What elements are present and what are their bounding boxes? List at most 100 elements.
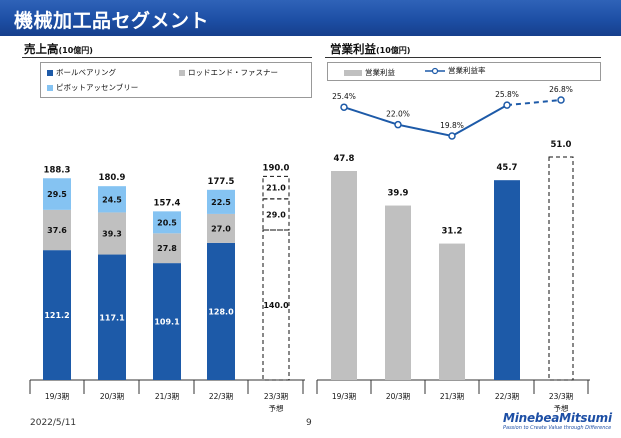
forecast-bar (548, 156, 574, 381)
x-tick-label: 22/3期 (495, 392, 519, 401)
margin-label: 25.8% (495, 90, 519, 99)
legend-swatch (344, 69, 362, 76)
legend-item-margin: 営業利益率 (425, 65, 486, 76)
x-tick-sublabel: 予想 (269, 403, 284, 413)
bar-value-label: 47.8 (334, 154, 355, 164)
bar-segment (98, 186, 126, 213)
profit-bar (439, 243, 465, 380)
x-tick-label: 19/3期 (332, 392, 356, 401)
legend-swatch (179, 69, 185, 76)
bar-total-label: 188.3 (44, 165, 71, 175)
legend-item-rod-end: ロッドエンド・ファスナー (179, 67, 278, 78)
x-tick-sublabel: 予想 (554, 403, 569, 413)
bar-value-label: 29.5 (47, 190, 67, 199)
bar-segment (153, 263, 181, 380)
margin-line (343, 104, 508, 138)
x-tick-label: 23/3期 (264, 392, 288, 401)
page-number: 9 (306, 418, 312, 428)
bar-segment (98, 254, 126, 380)
legend-label: 営業利益 (365, 68, 395, 77)
bar-value-label: 121.2 (44, 311, 69, 320)
x-tick-label: 20/3期 (386, 392, 410, 401)
bar-segment (43, 250, 71, 380)
bar-total-label: 180.9 (99, 173, 126, 183)
margin-label: 19.8% (440, 121, 464, 130)
margin-label: 26.8% (549, 85, 573, 94)
profit-bar (331, 171, 357, 380)
x-tick-label: 22/3期 (209, 392, 233, 401)
bar-value-label: 109.1 (154, 318, 180, 327)
profit-title-underline (325, 57, 601, 58)
legend-label: ロッドエンド・ファスナー (188, 68, 278, 77)
sales-chart: 121.2 37.6 29.5 188.3 19/3期 117.1 39.3 24.5 180.… (29, 163, 305, 413)
margin-point (340, 103, 348, 111)
legend-swatch (47, 69, 53, 76)
bar-total-label: 177.5 (208, 177, 235, 187)
bar-value-label: 24.5 (102, 195, 122, 204)
sales-unit: (10億円) (58, 46, 93, 55)
company-logo: MinebeaMitsumi Passion to Create Value t… (503, 411, 615, 435)
legend-swatch (47, 84, 53, 91)
bar-value-label: 22.5 (211, 198, 231, 207)
legend-label: ピボットアッセンブリー (56, 83, 139, 92)
margin-label: 25.4% (332, 92, 356, 101)
profit-bar (494, 180, 520, 380)
bar-value-label: 20.5 (157, 218, 177, 227)
logo-text: MinebeaMitsumi (503, 411, 612, 425)
profit-title-text: 営業利益 (330, 42, 376, 56)
bar-value-label: 39.3 (102, 229, 122, 238)
profit-unit: (10億円) (376, 46, 411, 55)
bar-value-label: 39.9 (388, 189, 409, 199)
sales-title-underline (22, 57, 312, 58)
x-tick-label: 23/3期 (549, 392, 573, 401)
bar-segment (153, 211, 181, 234)
x-tick-label: 21/3期 (440, 392, 464, 401)
sales-legend: ボールベアリング ロッドエンド・ファスナー ピボットアッセンブリー (40, 62, 312, 98)
margin-label: 22.0% (386, 110, 410, 119)
bar-value-label: 31.2 (442, 227, 463, 237)
margin-point (448, 132, 456, 140)
page-title: 機械加工品セグメント (14, 10, 210, 32)
x-tick-label: 19/3期 (45, 392, 69, 401)
margin-point (557, 96, 565, 104)
logo-tagline: Passion to Create Value through Differen… (503, 425, 612, 431)
forecast-bar-segment (262, 198, 290, 231)
legend-line-marker (425, 67, 445, 74)
bar-segment (207, 242, 235, 380)
margin-point (503, 101, 511, 109)
profit-chart-title: 営業利益(10億円) (330, 41, 410, 57)
legend-item-pivot: ピボットアッセンブリー (47, 82, 138, 93)
bar-value-label: 128.0 (208, 307, 234, 316)
legend-item-ball-bearing: ボールベアリング (47, 67, 116, 78)
header-bar: 機械加工品セグメント (0, 0, 621, 36)
bar-value-label: 27.8 (157, 244, 177, 253)
bar-value-label: 45.7 (497, 163, 518, 173)
bar-total-label: 157.4 (154, 198, 181, 208)
bar-value-label: 21.0 (266, 184, 286, 193)
bar-segment (153, 233, 181, 264)
bar-value-label: 37.6 (47, 226, 67, 235)
margin-point (394, 120, 402, 129)
bar-value-label: 140.0 (263, 301, 289, 310)
sales-chart-title: 売上高(10億円) (24, 41, 93, 57)
profit-chart: 47.8 19/3期 39.9 20/3期 31.2 21/3期 45.7 22/3期 51.0… (316, 85, 590, 413)
footer-date: 2022/5/11 (30, 418, 77, 428)
forecast-bar-segment (262, 175, 290, 200)
bar-value-label: 29.0 (266, 210, 286, 219)
bar-total-label: 190.0 (263, 163, 290, 173)
bar-segment (43, 178, 71, 210)
sales-title-text: 売上高 (24, 42, 59, 56)
legend-label: 営業利益率 (448, 66, 486, 75)
margin-line-forecast (506, 99, 562, 107)
bar-value-label: 27.0 (211, 224, 231, 233)
legend-item-operating-income: 営業利益 (344, 67, 395, 78)
profit-bar (385, 205, 411, 380)
forecast-bar-segment (262, 229, 290, 381)
bar-value-label: 117.1 (99, 313, 125, 322)
legend-label: ボールベアリング (56, 68, 116, 77)
bar-segment (98, 212, 126, 255)
bar-segment (207, 213, 235, 243)
bar-segment (43, 209, 71, 251)
x-tick-label: 20/3期 (100, 392, 124, 401)
